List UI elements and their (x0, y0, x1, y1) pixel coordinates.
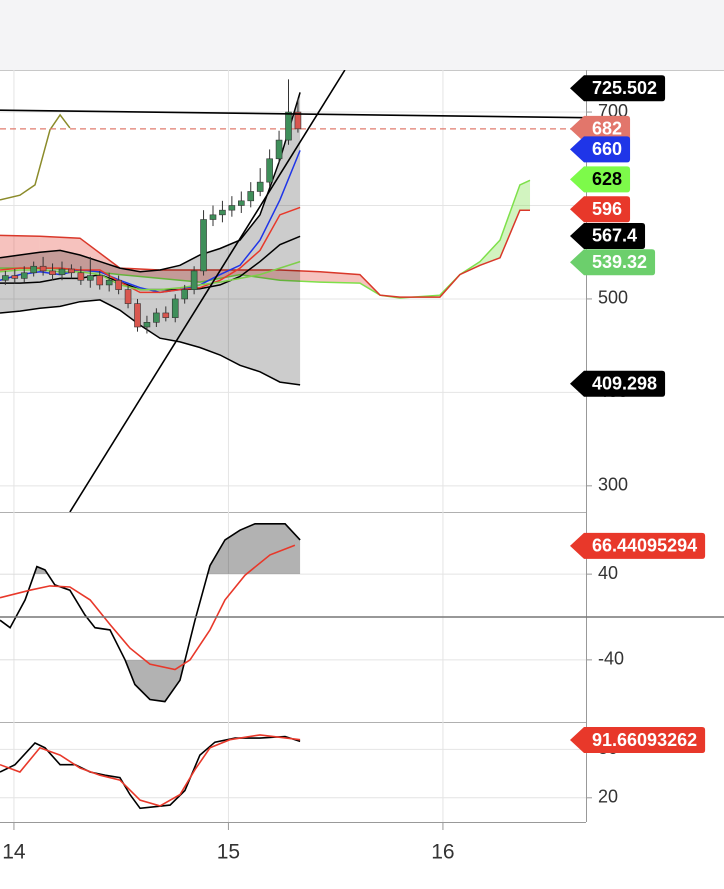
candle-body (143, 322, 151, 328)
price-tag-label: 628 (592, 169, 622, 189)
cloud-fill (0, 235, 40, 269)
candle-body (96, 275, 104, 286)
candle-body (162, 312, 170, 318)
band-lower (0, 299, 301, 386)
toolbar (0, 0, 724, 70)
trendline (69, 70, 346, 512)
candle-body (275, 139, 283, 160)
candle-body (87, 275, 94, 281)
candle-body (49, 270, 56, 275)
price-tag-label: 725.502 (592, 78, 657, 98)
price-tag-label: 91.66093262 (592, 730, 697, 750)
y-tick-label: 700 (598, 101, 628, 121)
price-tag: 567.4 (570, 222, 646, 249)
price-tag: 596 (570, 196, 631, 223)
price-tag-label: 66.44095294 (592, 536, 697, 556)
price-tag: 660 (570, 136, 631, 163)
price-tag-shape (570, 136, 631, 163)
candle-body (209, 214, 217, 220)
candle-body (68, 268, 75, 274)
cloud-span-a (0, 179, 531, 299)
cloud-span-b (0, 209, 530, 298)
price-tag-shape (570, 166, 631, 193)
price-tag-label: 409.298 (592, 373, 657, 393)
cloud-fill (499, 184, 520, 258)
candle-body (39, 265, 47, 272)
x-tick-label: 14 (2, 841, 26, 864)
candle-body (256, 181, 264, 192)
cloud-fill (519, 180, 531, 211)
price-tag-label: 660 (592, 139, 622, 159)
candle-body (134, 303, 141, 328)
candle-body (266, 158, 273, 183)
price-tag: 91.66093262 (570, 727, 706, 754)
price-tag-shape (570, 370, 666, 397)
price-tag-shape (570, 196, 631, 223)
indicator-line (0, 523, 301, 703)
price-tag-shape (570, 727, 706, 754)
price-tag: 682 (570, 115, 631, 142)
band-fill (0, 92, 301, 385)
candle-body (190, 270, 198, 290)
candle-body (294, 111, 302, 130)
x-tick-label: 16 (431, 841, 454, 864)
price-tag-shape (570, 222, 646, 249)
indicator-line (0, 544, 296, 671)
zone-fill (125, 659, 186, 702)
price-tag-shape (570, 75, 666, 102)
candle-body (247, 191, 255, 202)
candle-body (11, 275, 19, 279)
price-tag-label: 682 (592, 119, 622, 139)
candle-body (115, 279, 122, 290)
cloud-fill (279, 269, 321, 283)
candle-body (181, 289, 188, 300)
price-tag-label: 567.4 (592, 226, 637, 246)
price-tag-label: 539.32 (592, 252, 647, 272)
price-tag-shape (570, 532, 706, 559)
y-tick-label: 20 (598, 787, 618, 807)
candle-body (30, 265, 37, 274)
cloud-fill (39, 236, 81, 270)
trendline (0, 109, 586, 119)
candle-body (153, 312, 160, 323)
candle-body (58, 268, 66, 275)
indicator-line (0, 206, 301, 294)
price-tag: 725.502 (570, 75, 666, 102)
y-tick-label: 300 (598, 475, 628, 495)
price-tag-shape (570, 249, 656, 276)
price-tag: 409.298 (570, 370, 666, 397)
candle-body (105, 279, 113, 286)
band-upper (0, 92, 301, 273)
x-tick-label: 15 (217, 841, 240, 864)
y-tick-label: 500 (598, 288, 628, 308)
pane (0, 70, 586, 512)
candle-body (219, 209, 226, 216)
zone-fill (34, 523, 301, 575)
candle-body (20, 272, 28, 279)
candle-body (171, 298, 179, 318)
candle-body (77, 272, 85, 281)
y-tick-label: -40 (598, 649, 624, 669)
pane (0, 722, 586, 822)
price-tag: 628 (570, 166, 631, 193)
candle-body (238, 200, 245, 206)
pane (0, 512, 586, 722)
price-tag: 66.44095294 (570, 532, 706, 559)
price-tag: 539.32 (570, 249, 656, 276)
price-tag-label: 596 (592, 199, 622, 219)
candle-body (2, 275, 9, 281)
candle-body (228, 205, 236, 211)
indicator-line (0, 734, 301, 807)
indicator-line (0, 113, 71, 201)
y-tick-label: 40 (598, 563, 618, 583)
candle-body (124, 289, 132, 304)
candle-body (285, 111, 292, 141)
candle-body (200, 219, 207, 272)
price-tag-shape (570, 115, 631, 142)
